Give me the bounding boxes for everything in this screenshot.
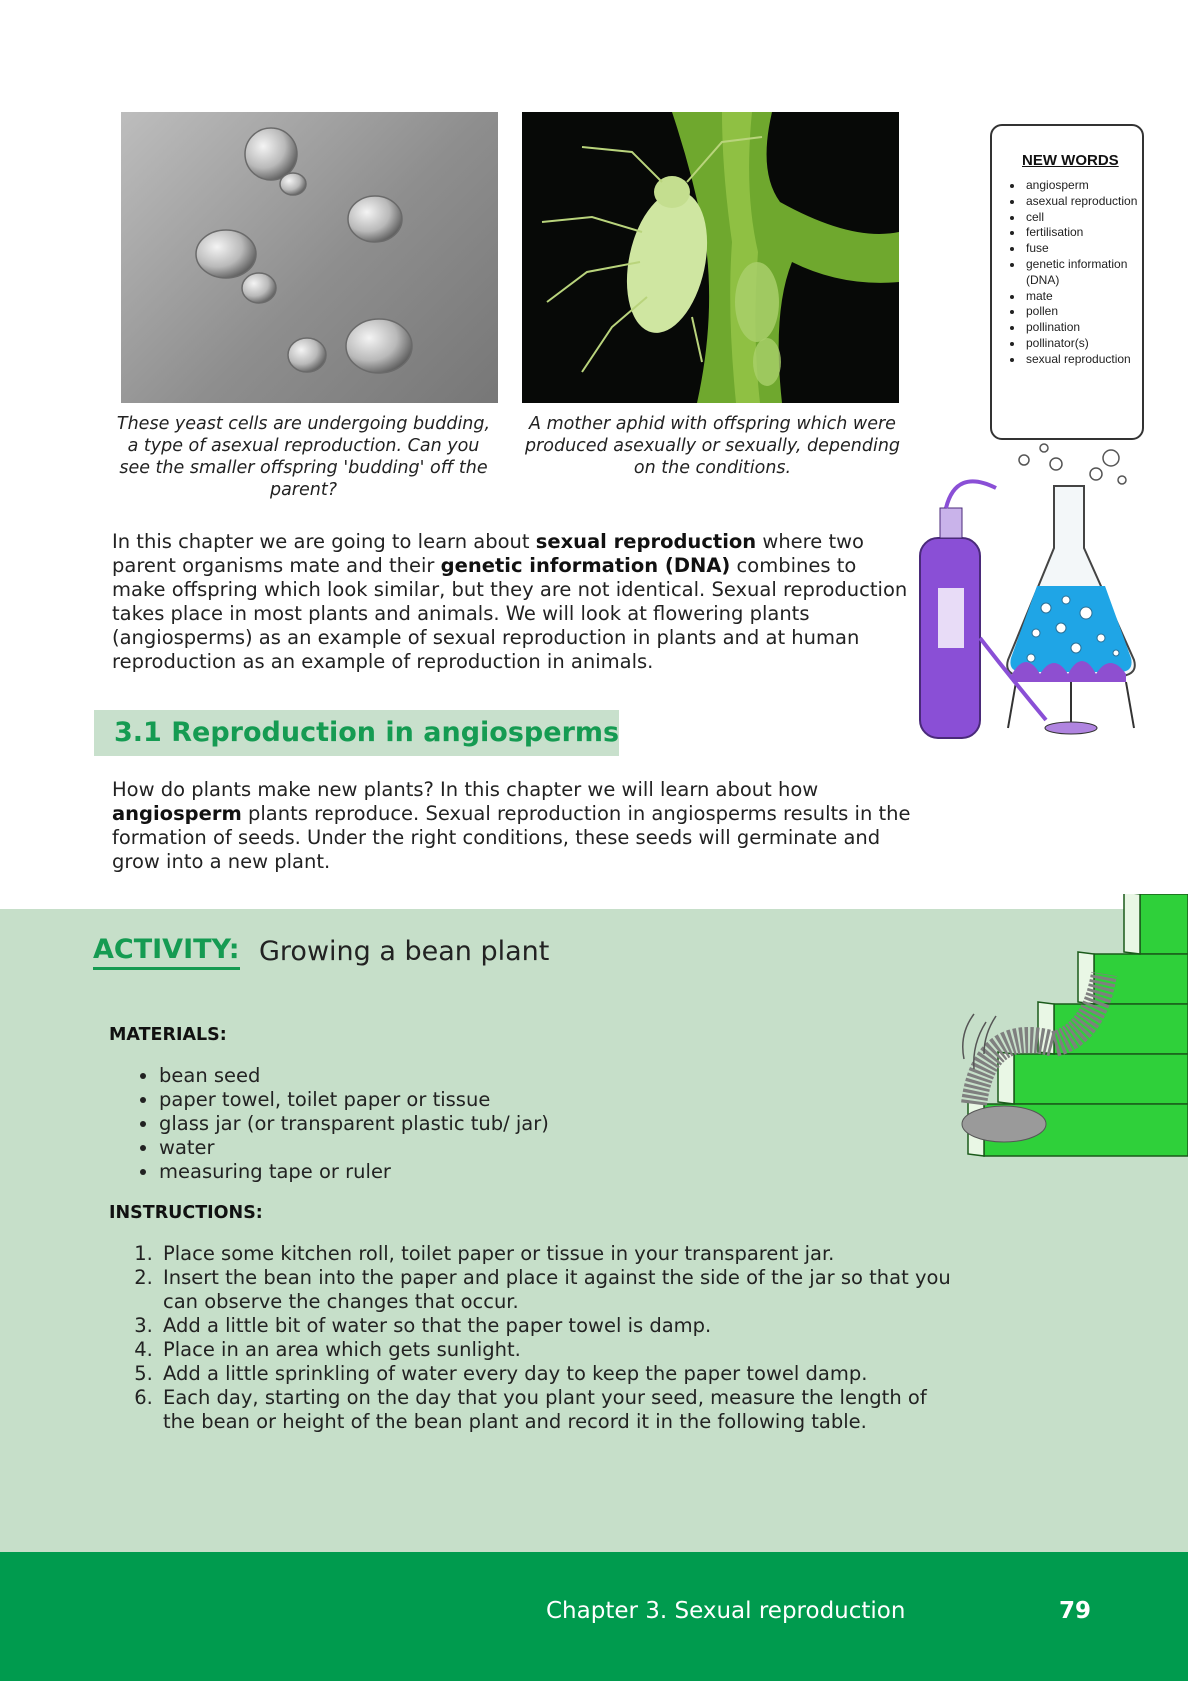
new-word-item: mate — [1024, 289, 1142, 305]
slinky-stairs-illustration — [961, 894, 1188, 1157]
page-footer — [0, 1552, 1188, 1681]
section-text-1: How do plants make new plants? In this c… — [112, 778, 819, 801]
section-heading-box: 3.1 Reproduction in angiosperms — [94, 710, 619, 756]
term-angiosperm: angiosperm — [112, 802, 242, 825]
aphid-illustration — [541, 112, 899, 403]
materials-list: bean seed paper towel, toilet paper or t… — [134, 1064, 549, 1184]
instruction-step: Insert the bean into the paper and place… — [159, 1266, 959, 1314]
yeast-cells-photo — [121, 112, 498, 403]
activity-label: ACTIVITY: — [93, 934, 240, 970]
intro-text-3: combines to make offspring which look si… — [112, 554, 908, 673]
new-word-item: cell — [1024, 210, 1142, 226]
materials-item: bean seed — [159, 1064, 549, 1088]
intro-text-1: In this chapter we are going to learn ab… — [112, 530, 536, 553]
materials-heading: MATERIALS: — [109, 1025, 227, 1045]
chapter-title: Chapter 3. Sexual reproduction — [546, 1598, 906, 1624]
section-paragraph: How do plants make new plants? In this c… — [112, 778, 912, 874]
new-words-list: angiosperm asexual reproduction cell fer… — [1006, 178, 1142, 368]
instruction-step: Add a little bit of water so that the pa… — [159, 1314, 959, 1338]
new-word-item: pollinator(s) — [1024, 336, 1142, 352]
intro-paragraph: In this chapter we are going to learn ab… — [112, 530, 912, 674]
instructions-list: Place some kitchen roll, toilet paper or… — [134, 1242, 959, 1434]
yeast-cells-illustration — [195, 127, 413, 374]
new-word-item: pollen — [1024, 304, 1142, 320]
term-sexual-reproduction: sexual reproduction — [535, 530, 757, 553]
new-words-box: NEW WORDS angiosperm asexual reproductio… — [990, 124, 1144, 440]
page-number: 79 — [1059, 1598, 1092, 1624]
aphid-photo — [522, 112, 899, 403]
instruction-step: Add a little sprinkling of water every d… — [159, 1362, 959, 1386]
materials-item: water — [159, 1136, 549, 1160]
section-text-2: plants reproduce. Sexual reproduction in… — [112, 802, 911, 873]
instructions-heading: INSTRUCTIONS: — [109, 1203, 263, 1223]
materials-item: glass jar (or transparent plastic tub/ j… — [159, 1112, 549, 1136]
yeast-photo-caption: These yeast cells are undergoing budding… — [116, 414, 491, 500]
bubbling-flask-illustration — [919, 443, 1136, 739]
instruction-step: Place in an area which gets sunlight. — [159, 1338, 959, 1362]
instruction-step: Each day, starting on the day that you p… — [159, 1386, 959, 1434]
new-word-item: sexual reproduction — [1024, 352, 1142, 368]
section-heading: 3.1 Reproduction in angiosperms — [114, 717, 620, 748]
activity-panel — [0, 909, 1188, 1552]
new-word-item: angiosperm — [1024, 178, 1142, 194]
materials-item: measuring tape or ruler — [159, 1160, 549, 1184]
aphid-photo-caption: A mother aphid with offspring which were… — [524, 414, 901, 478]
new-word-item: asexual reproduction — [1024, 194, 1142, 210]
new-word-item: genetic information (DNA) — [1024, 257, 1142, 289]
new-word-item: fertilisation — [1024, 225, 1142, 241]
intro-text-2: where two parent organisms mate and thei… — [112, 530, 864, 577]
materials-item: paper towel, toilet paper or tissue — [159, 1088, 549, 1112]
term-genetic-information: genetic information (DNA) — [440, 554, 731, 577]
activity-title: Growing a bean plant — [259, 936, 550, 967]
new-word-item: fuse — [1024, 241, 1142, 257]
instruction-step: Place some kitchen roll, toilet paper or… — [159, 1242, 959, 1266]
new-words-title: NEW WORDS — [1022, 152, 1119, 169]
new-word-item: pollination — [1024, 320, 1142, 336]
